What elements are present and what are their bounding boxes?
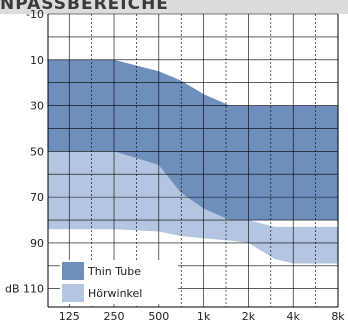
x-tick-labels: 125 250 500 1k 2k 4k 8k bbox=[59, 310, 346, 321]
x-tick-label: 125 bbox=[59, 310, 80, 321]
legend-swatch-thin-tube bbox=[62, 262, 84, 280]
legend-label-hoerwinkel: Hörwinkel bbox=[88, 287, 142, 300]
y-tick-label: 10 bbox=[30, 54, 44, 67]
x-tick-label: 8k bbox=[331, 310, 345, 321]
x-tick-label: 4k bbox=[287, 310, 301, 321]
y-tick-label: 70 bbox=[30, 191, 44, 204]
x-tick-label: 2k bbox=[242, 310, 256, 321]
legend-label-thin-tube: Thin Tube bbox=[87, 265, 141, 278]
y-tick-label: 50 bbox=[30, 145, 44, 158]
y-tick-label: 30 bbox=[30, 100, 44, 113]
y-tick-labels: -10 10 30 50 70 90 dB 110 bbox=[5, 8, 44, 296]
y-tick-label: 90 bbox=[30, 237, 44, 250]
y-tick-label: dB 110 bbox=[5, 283, 44, 296]
chart-legend: Thin Tube Hörwinkel bbox=[60, 260, 178, 304]
x-tick-label: 250 bbox=[104, 310, 125, 321]
x-tick-label: 1k bbox=[197, 310, 211, 321]
x-tick-label: 500 bbox=[148, 310, 169, 321]
y-tick-label: -10 bbox=[26, 8, 44, 21]
legend-swatch-hoerwinkel bbox=[62, 284, 84, 302]
